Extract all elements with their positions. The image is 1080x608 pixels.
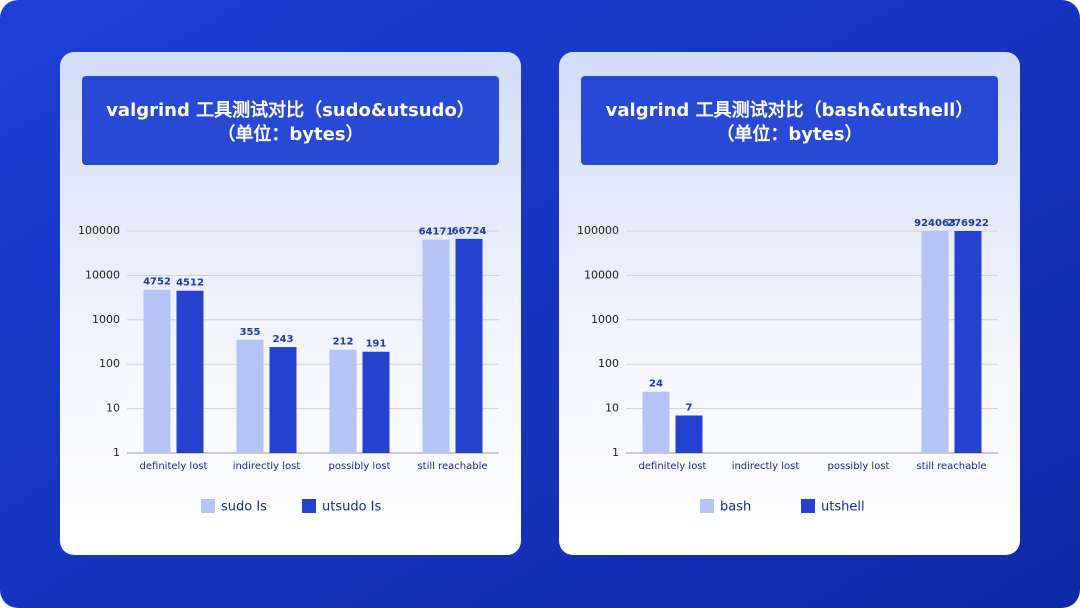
data-label: 64171	[419, 227, 454, 238]
data-label: 7	[686, 402, 693, 413]
chart-title: valgrind 工具测试对比（sudo&utsudo）	[106, 99, 475, 121]
title-box	[82, 76, 499, 165]
chart-card: valgrind 工具测试对比（sudo&utsudo）（单位：bytes） 1 1…	[60, 52, 521, 555]
x-tick-label: definitely lost	[639, 461, 707, 472]
data-label: 24	[649, 379, 663, 390]
card	[60, 52, 521, 555]
chart-card: valgrind 工具测试对比（bash&utshell）（单位：bytes） 1…	[559, 52, 1020, 555]
bar	[176, 290, 204, 453]
x-tick-label: definitely lost	[140, 461, 208, 472]
y-tick-label: 1000	[92, 313, 120, 326]
y-tick-label: 1000	[591, 313, 619, 326]
y-tick-label: 10000	[85, 268, 120, 281]
x-tick-label: still reachable	[916, 461, 986, 472]
data-label: 924063	[914, 218, 956, 229]
y-tick-label: 100	[598, 357, 619, 370]
data-label: 4752	[143, 277, 171, 288]
y-tick-label: 1	[113, 446, 120, 459]
chart-subtitle: （单位：bytes）	[716, 123, 862, 145]
legend-swatch	[201, 499, 215, 513]
y-tick-label: 10000	[584, 268, 619, 281]
bar	[269, 347, 297, 453]
legend-swatch	[700, 499, 714, 513]
y-tick-label: 100	[99, 357, 120, 370]
x-tick-label: indirectly lost	[233, 461, 301, 472]
legend-label: sudo Is	[221, 500, 267, 515]
y-tick-label: 100000	[78, 224, 120, 237]
data-label: 276922	[947, 218, 989, 229]
card	[559, 52, 1020, 555]
data-label: 66724	[452, 226, 487, 237]
bar	[422, 239, 450, 453]
bar	[362, 351, 390, 453]
legend-label: bash	[720, 500, 751, 515]
data-label: 191	[366, 339, 387, 350]
data-label: 355	[240, 327, 261, 338]
bar	[642, 391, 670, 453]
legend-label: utsudo Is	[322, 500, 382, 515]
x-tick-label: still reachable	[417, 461, 487, 472]
bar	[675, 415, 703, 453]
data-label: 243	[273, 334, 294, 345]
title-box	[581, 76, 998, 165]
chart-subtitle: （单位：bytes）	[217, 123, 363, 145]
x-tick-label: possibly lost	[828, 461, 890, 472]
bar	[954, 231, 982, 453]
bar	[236, 339, 264, 453]
legend-label: utshell	[821, 500, 865, 515]
x-tick-label: indirectly lost	[732, 461, 800, 472]
legend-swatch	[801, 499, 815, 513]
bar	[329, 349, 357, 453]
y-tick-label: 100000	[577, 224, 619, 237]
chart-title: valgrind 工具测试对比（bash&utshell）	[606, 99, 974, 121]
bar	[143, 289, 171, 453]
bar	[921, 231, 949, 453]
y-tick-label: 10	[605, 402, 619, 415]
data-label: 4512	[176, 278, 204, 289]
y-tick-label: 1	[612, 446, 619, 459]
y-tick-label: 10	[106, 402, 120, 415]
data-label: 212	[333, 337, 354, 348]
bar	[455, 238, 483, 453]
legend-swatch	[302, 499, 316, 513]
x-tick-label: possibly lost	[329, 461, 391, 472]
